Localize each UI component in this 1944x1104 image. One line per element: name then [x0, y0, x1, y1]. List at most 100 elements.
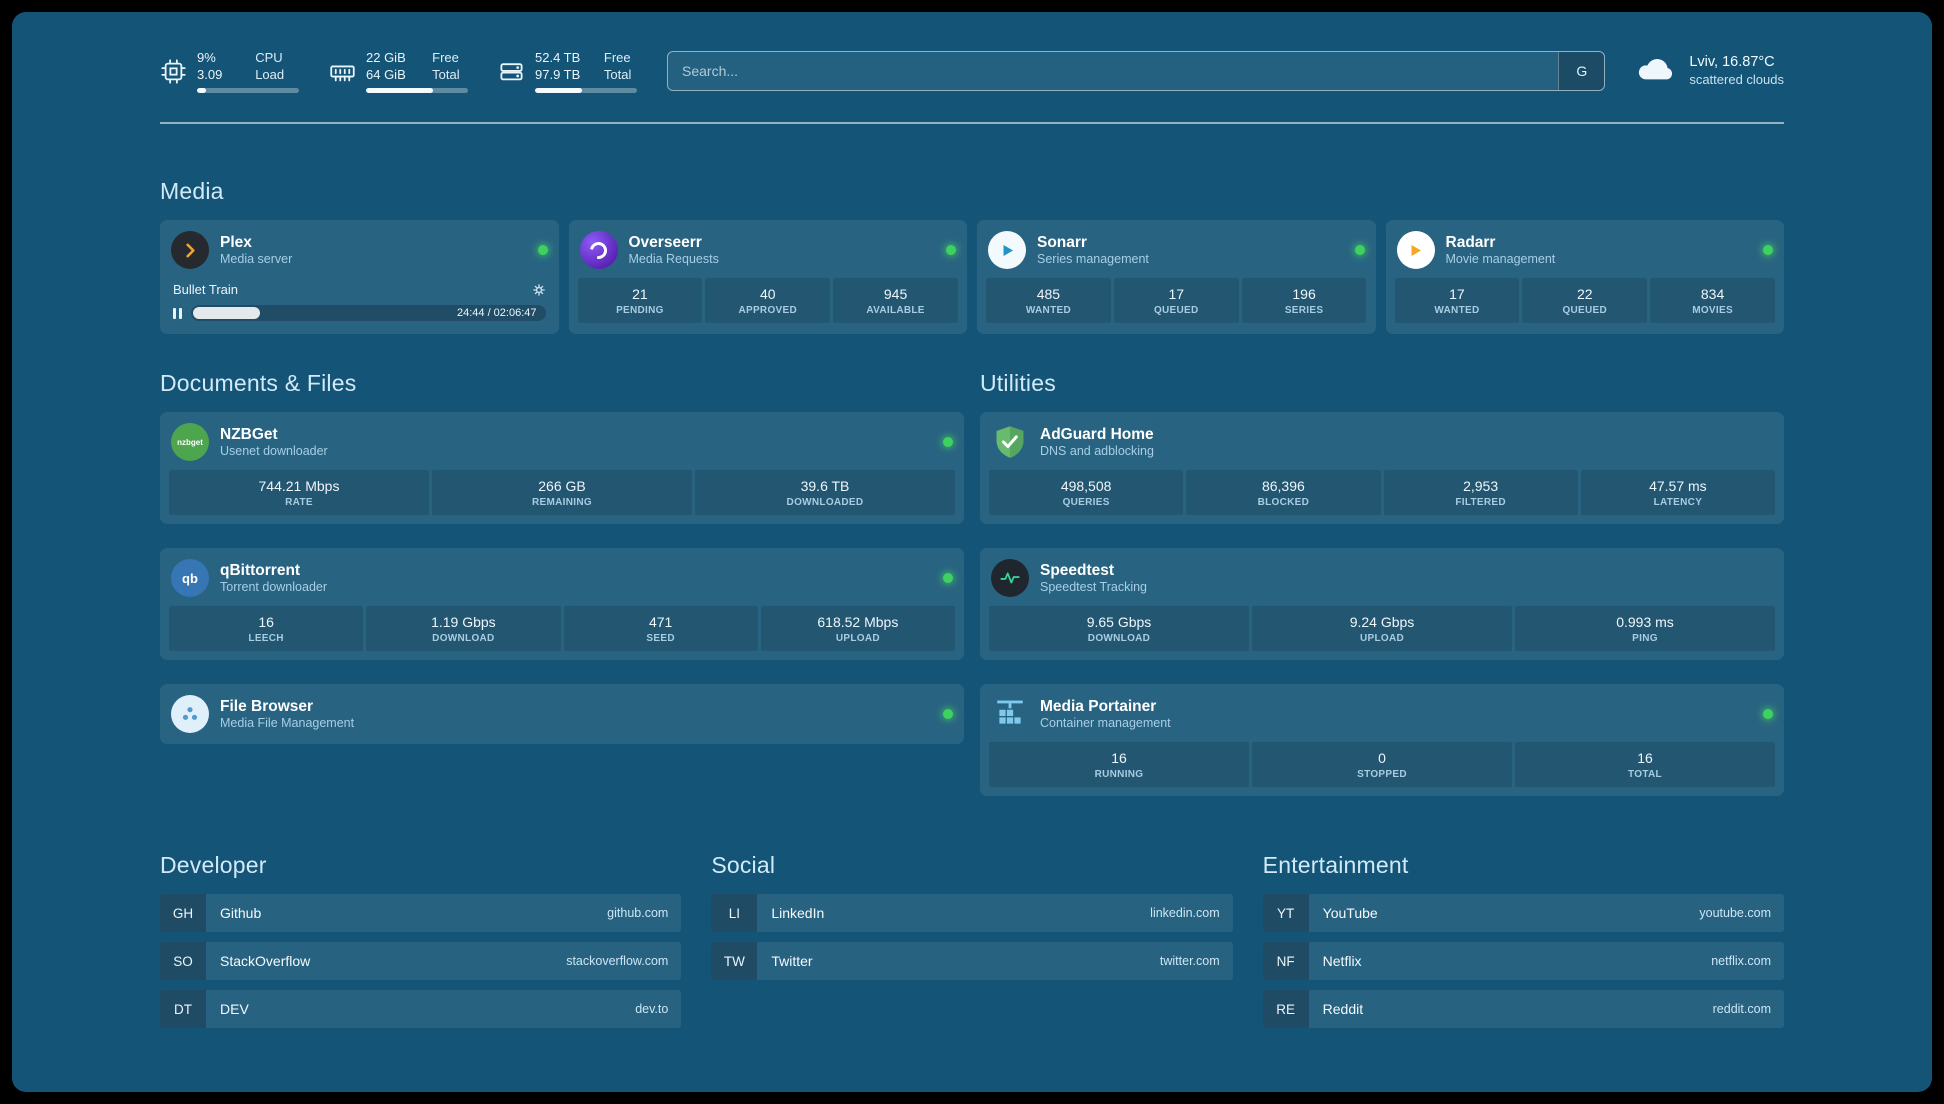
service-link-portainer[interactable]: Media Portainer Container management	[989, 693, 1775, 742]
bookmark-abbr: RE	[1262, 990, 1309, 1028]
group-title-utilities: Utilities	[980, 370, 1056, 396]
cloud-icon	[1635, 53, 1677, 88]
stat-stopped: 0 STOPPED	[1252, 742, 1512, 787]
service-subtitle: DNS and adblocking	[1040, 443, 1154, 458]
plex-icon	[171, 231, 209, 269]
service-title: Radarr	[1445, 233, 1496, 251]
bookmark-linkedin[interactable]: LI LinkedIn linkedin.com	[711, 894, 1233, 932]
service-subtitle: Usenet downloader	[220, 443, 328, 458]
bookmark-url: linkedin.com	[1150, 906, 1220, 920]
bookmark-youtube[interactable]: YT YouTube youtube.com	[1262, 894, 1784, 932]
service-title: AdGuard Home	[1040, 425, 1154, 443]
dashboard: 9% CPU 3.09 Load	[12, 12, 1932, 1092]
disk-free-label: Free	[603, 49, 631, 65]
cpu-usage-value: 9%	[197, 49, 216, 65]
service-subtitle: Series management	[1037, 251, 1149, 266]
disk-total-label: Total	[603, 67, 632, 82]
stat-queued: 17 QUEUED	[1113, 278, 1239, 323]
bookmark-name: DEV	[220, 1001, 249, 1017]
service-card-overseerr: Overseerr Media Requests 21 PENDING 40 A…	[568, 220, 967, 334]
memory-progress-bar	[366, 88, 468, 94]
portainer-icon	[991, 695, 1029, 733]
bookmark-abbr: NF	[1262, 942, 1309, 980]
service-title: File Browser	[220, 697, 314, 715]
filebrowser-icon	[171, 695, 209, 733]
bookmark-abbr: SO	[160, 942, 206, 980]
weather-location: Lviv, 16.87°C	[1689, 54, 1775, 71]
bookmark-url: youtube.com	[1699, 906, 1771, 920]
bookmark-group-title: Developer	[160, 852, 267, 878]
overseerr-icon	[579, 231, 618, 269]
group-media: Media Plex Media server	[160, 178, 1784, 334]
pause-button[interactable]	[173, 307, 182, 319]
status-dot	[537, 245, 548, 255]
bookmark-abbr: TW	[711, 942, 758, 980]
playback-progress-bar[interactable]: 24:44 / 02:06:47	[191, 305, 546, 321]
stat-filtered: 2,953 FILTERED	[1383, 470, 1578, 515]
stat-wanted: 17 WANTED	[1394, 278, 1520, 323]
service-link-speedtest[interactable]: Speedtest Speedtest Tracking	[989, 557, 1775, 606]
search-input[interactable]	[667, 51, 1606, 91]
service-link-overseerr[interactable]: Overseerr Media Requests	[578, 229, 959, 278]
sonarr-icon	[988, 231, 1026, 269]
stat-series: 196 SERIES	[1241, 278, 1367, 323]
stat-blocked: 86,396 BLOCKED	[1186, 470, 1381, 515]
cpu-icon	[160, 58, 187, 85]
group-utilities: Utilities	[980, 370, 1784, 796]
bookmark-name: StackOverflow	[220, 953, 311, 969]
radarr-icon	[1396, 231, 1435, 269]
bookmark-reddit[interactable]: RE Reddit reddit.com	[1262, 990, 1784, 1028]
bookmark-group-social: Social LI LinkedIn linkedin.com TW Twitt…	[711, 852, 1233, 990]
now-playing-title: Bullet Train	[173, 282, 239, 297]
bookmark-abbr: DT	[160, 990, 206, 1028]
group-title-documents: Documents & Files	[160, 370, 357, 396]
bookmark-netflix[interactable]: NF Netflix netflix.com	[1262, 942, 1784, 980]
memory-free-label: Free	[432, 49, 459, 65]
playback-time: 24:44 / 02:06:47	[456, 307, 537, 319]
nzbget-icon: nzbget	[171, 423, 209, 461]
service-subtitle: Torrent downloader	[220, 579, 328, 594]
search-engine-button[interactable]: G	[1558, 52, 1605, 90]
stat-seed: 471 SEED	[563, 606, 758, 651]
cpu-load-value: 3.09	[197, 67, 223, 82]
adguard-icon	[991, 423, 1029, 461]
stat-upload: 618.52 Mbps UPLOAD	[760, 606, 955, 651]
bookmark-name: YouTube	[1322, 905, 1378, 921]
service-link-filebrowser[interactable]: File Browser Media File Management	[169, 693, 955, 735]
topbar-divider	[160, 122, 1784, 124]
service-card-portainer: Media Portainer Container management 16 …	[980, 684, 1784, 796]
group-documents: Documents & Files nzbget NZBGet Usenet d…	[160, 370, 964, 744]
status-dot	[946, 245, 956, 255]
bookmark-dev[interactable]: DT DEV dev.to	[160, 990, 682, 1028]
service-card-speedtest: Speedtest Speedtest Tracking 9.65 Gbps D…	[980, 548, 1784, 660]
status-dot	[943, 573, 953, 583]
status-dot	[943, 709, 953, 719]
service-link-nzbget[interactable]: nzbget NZBGet Usenet downloader	[169, 421, 955, 470]
memory-total-label: Total	[432, 67, 460, 82]
stat-wanted: 485 WANTED	[986, 278, 1111, 323]
cpu-load-label: Load	[255, 67, 285, 82]
service-link-qbittorrent[interactable]: qb qBittorrent Torrent downloader	[169, 557, 955, 606]
gear-icon[interactable]	[532, 283, 546, 297]
service-link-radarr[interactable]: Radarr Movie management	[1395, 229, 1776, 278]
service-link-sonarr[interactable]: Sonarr Series management	[986, 229, 1367, 278]
stat-approved: 40 APPROVED	[705, 278, 831, 323]
memory-icon	[329, 58, 356, 85]
bookmark-group-developer: Developer GH Github github.com SO StackO…	[160, 852, 682, 1038]
disk-progress-bar	[535, 88, 637, 94]
bookmark-github[interactable]: GH Github github.com	[160, 894, 682, 932]
stat-rate: 744.21 Mbps RATE	[169, 470, 429, 515]
service-title: Speedtest	[1040, 561, 1115, 579]
service-link-plex[interactable]: Plex Media server	[169, 229, 550, 278]
stat-latency: 47.57 ms LATENCY	[1580, 470, 1775, 515]
stat-download: 9.65 Gbps DOWNLOAD	[989, 606, 1249, 651]
service-link-adguard[interactable]: AdGuard Home DNS and adblocking	[989, 421, 1775, 470]
service-card-sonarr: Sonarr Series management 485 WANTED 17 Q…	[977, 220, 1376, 334]
bookmark-name: Twitter	[771, 953, 813, 969]
bookmark-twitter[interactable]: TW Twitter twitter.com	[711, 942, 1233, 980]
bookmark-stackoverflow[interactable]: SO StackOverflow stackoverflow.com	[160, 942, 682, 980]
cpu-usage-label: CPU	[255, 49, 283, 65]
search-bar: G	[667, 51, 1606, 91]
stat-downloaded: 39.6 TB DOWNLOADED	[695, 470, 955, 515]
bookmark-group-entertainment: Entertainment YT YouTube youtube.com NF …	[1262, 852, 1784, 1038]
